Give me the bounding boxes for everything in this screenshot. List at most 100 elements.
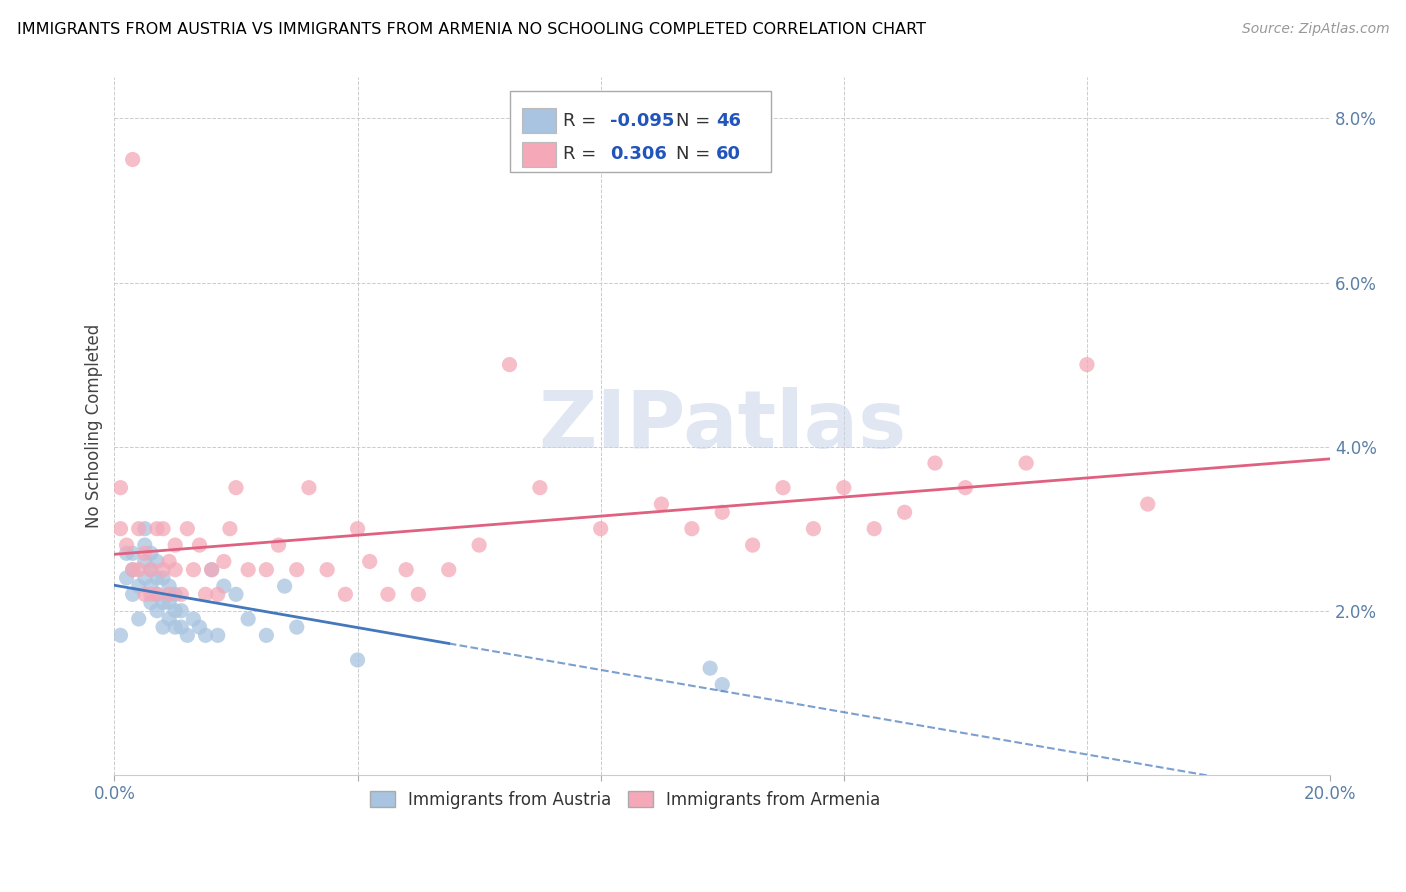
Point (121, 563, 143, 577)
Y-axis label: No Schooling Completed: No Schooling Completed (86, 324, 103, 528)
FancyBboxPatch shape (522, 108, 555, 133)
Point (188, 538, 211, 552)
Point (152, 563, 174, 577)
Point (139, 579, 162, 593)
Point (134, 522, 156, 536)
Point (201, 563, 224, 577)
Text: IMMIGRANTS FROM AUSTRIA VS IMMIGRANTS FROM ARMENIA NO SCHOOLING COMPLETED CORREL: IMMIGRANTS FROM AUSTRIA VS IMMIGRANTS FR… (17, 22, 927, 37)
Point (285, 620, 308, 634)
Point (955, 481, 977, 495)
Point (134, 546, 156, 560)
Point (832, 481, 855, 495)
Point (316, 563, 339, 577)
Point (346, 522, 368, 536)
Text: ZIPatlas: ZIPatlas (538, 387, 907, 465)
Point (225, 587, 247, 601)
Point (176, 522, 198, 536)
Point (157, 587, 180, 601)
Point (157, 612, 180, 626)
Point (152, 595, 174, 609)
Point (377, 587, 399, 601)
Point (772, 481, 794, 495)
Point (134, 554, 156, 568)
Point (152, 620, 174, 634)
Point (183, 612, 205, 626)
Point (273, 579, 295, 593)
Point (194, 628, 217, 642)
Point (346, 653, 368, 667)
Point (170, 620, 193, 634)
Point (152, 571, 174, 585)
Point (681, 522, 703, 536)
Point (128, 579, 150, 593)
Point (359, 554, 381, 568)
Point (219, 522, 242, 536)
Text: R =: R = (562, 145, 602, 163)
Point (165, 563, 187, 577)
Text: 60: 60 (716, 145, 741, 163)
Point (146, 587, 169, 601)
Point (157, 595, 180, 609)
Point (165, 604, 187, 618)
FancyBboxPatch shape (522, 142, 555, 167)
Point (170, 587, 193, 601)
Point (157, 554, 180, 568)
Point (254, 628, 277, 642)
Point (115, 546, 138, 560)
Point (139, 563, 162, 577)
Point (207, 587, 229, 601)
Point (236, 612, 259, 626)
Point (134, 571, 156, 585)
Point (225, 481, 247, 495)
Point (529, 481, 551, 495)
Point (146, 522, 169, 536)
Point (699, 661, 721, 675)
Legend: Immigrants from Austria, Immigrants from Armenia: Immigrants from Austria, Immigrants from… (363, 784, 887, 815)
Point (134, 587, 156, 601)
Point (267, 538, 290, 552)
Text: 0.306: 0.306 (610, 145, 668, 163)
Point (121, 546, 143, 560)
Point (176, 628, 198, 642)
Point (134, 538, 156, 552)
Point (212, 554, 235, 568)
Point (115, 538, 138, 552)
Point (1015, 456, 1038, 470)
Text: N =: N = (676, 112, 716, 129)
Point (146, 587, 169, 601)
Point (395, 563, 418, 577)
Point (741, 538, 763, 552)
Point (863, 522, 886, 536)
Text: -0.095: -0.095 (610, 112, 675, 129)
Point (165, 587, 187, 601)
Point (110, 628, 132, 642)
Point (152, 522, 174, 536)
Text: R =: R = (562, 112, 602, 129)
Point (498, 358, 520, 372)
Point (157, 579, 180, 593)
Point (335, 587, 357, 601)
Point (146, 554, 169, 568)
Point (201, 563, 224, 577)
FancyBboxPatch shape (509, 91, 770, 171)
Point (128, 522, 150, 536)
Point (803, 522, 825, 536)
Text: Source: ZipAtlas.com: Source: ZipAtlas.com (1241, 22, 1389, 37)
Point (212, 579, 235, 593)
Point (110, 522, 132, 536)
Point (194, 587, 217, 601)
Point (121, 563, 143, 577)
Point (893, 505, 915, 519)
Point (121, 153, 143, 167)
Point (165, 620, 187, 634)
Point (139, 563, 162, 577)
Point (298, 481, 321, 495)
Point (285, 563, 308, 577)
Point (1076, 358, 1098, 372)
Point (146, 604, 169, 618)
Point (128, 612, 150, 626)
Point (165, 538, 187, 552)
Point (437, 563, 460, 577)
Point (650, 497, 672, 511)
Point (408, 587, 430, 601)
